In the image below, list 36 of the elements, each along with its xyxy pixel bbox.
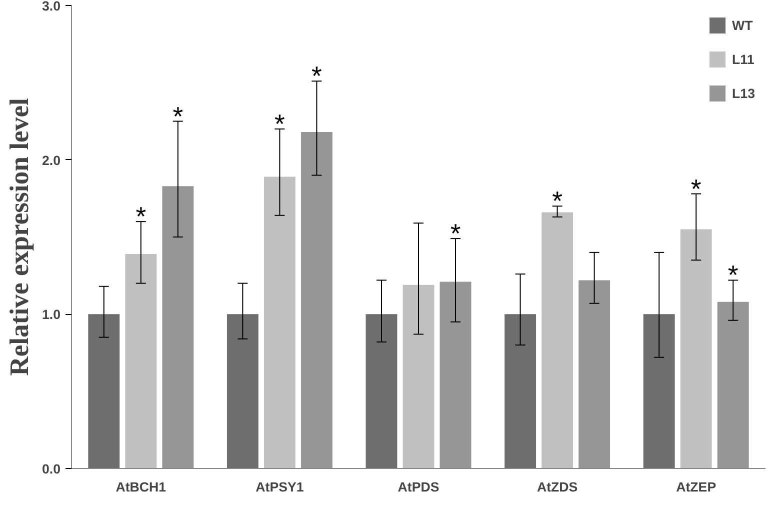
bar [125,254,157,468]
data-label: * [728,260,738,290]
data-label: * [136,202,146,232]
bar [717,302,749,468]
bar [264,176,296,468]
bar [88,314,120,468]
bar [162,186,194,468]
x-tick-label: AtZEP [676,480,716,494]
legend-label: L11 [732,52,754,66]
bar [366,314,398,468]
bar [643,314,675,468]
data-label: * [312,61,322,92]
y-axis-title: Relative expression level [4,98,34,376]
y-tick-label: 2.0 [42,152,61,168]
data-label: * [690,174,702,204]
bar [440,282,472,468]
data-label: * [274,108,285,139]
data-label: * [450,218,461,249]
bar [680,229,712,468]
legend-label: WT [732,18,753,32]
x-tick-label: AtPDS [398,480,440,494]
bar [300,132,332,468]
x-tick-label: AtPSY1 [256,480,304,494]
bar [542,212,574,468]
bar [402,284,434,468]
y-tick-label: 1.0 [42,307,61,322]
x-tick-label: AtZDS [536,480,578,494]
data-label: * [552,186,562,216]
legend-label: L13 [732,86,755,100]
y-tick-label: 0.0 [42,462,61,476]
data-label: * [172,101,184,132]
x-tick-label: AtBCH1 [116,480,167,494]
bar [578,280,610,468]
bar [504,314,536,468]
y-tick-label: 3.0 [42,0,61,14]
bar [226,314,258,468]
